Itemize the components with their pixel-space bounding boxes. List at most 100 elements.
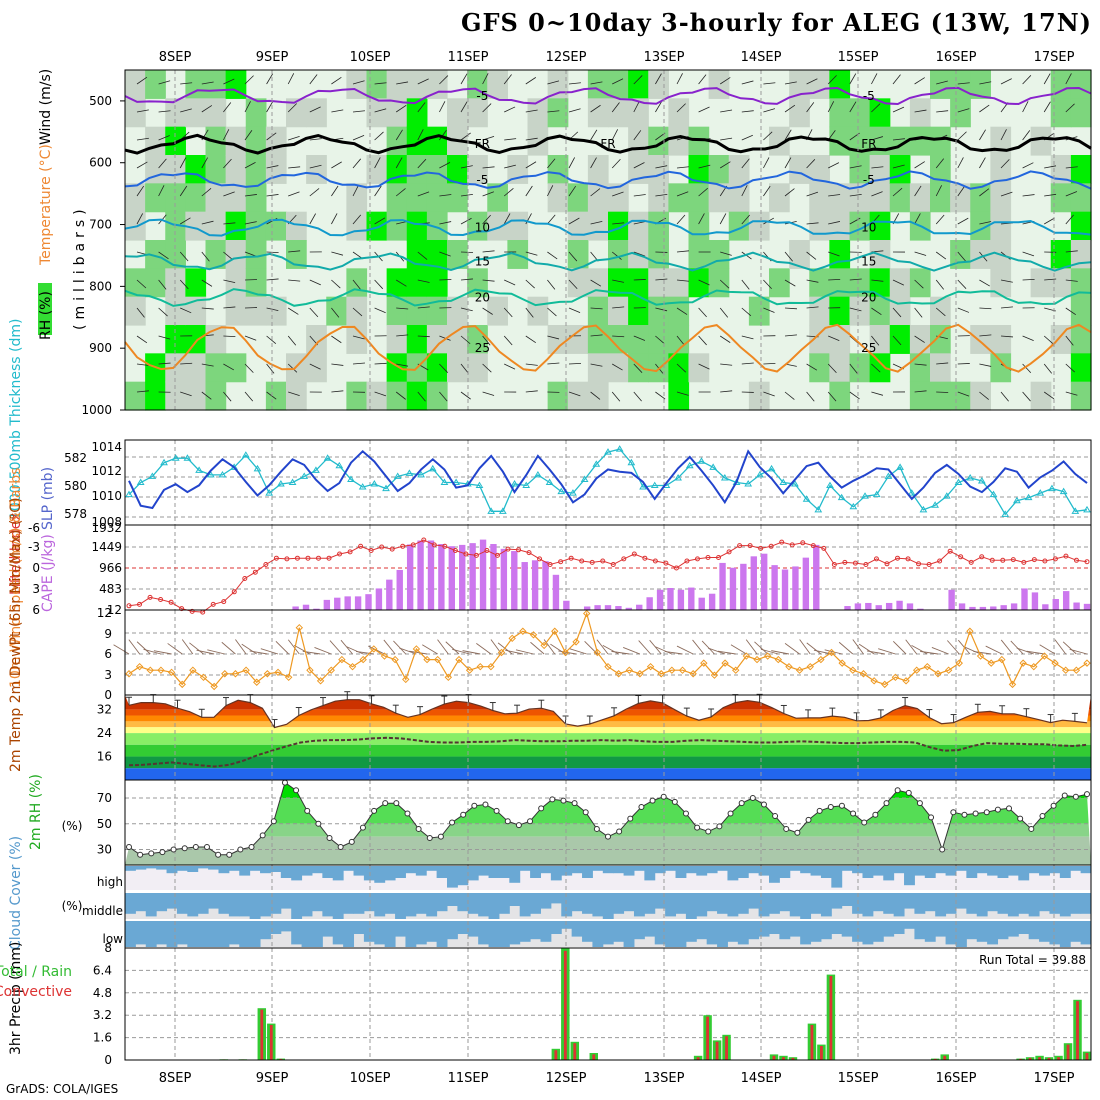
li-point (568, 555, 574, 561)
wind-barb (763, 391, 775, 397)
wind-barb (244, 75, 254, 85)
cloud-high-cell (613, 866, 625, 874)
wind-barb-10m (623, 647, 641, 655)
cloud-low-cell (436, 921, 448, 947)
rh-cell (386, 268, 408, 298)
cloud-low-cell (550, 921, 562, 934)
cloud-low-cell (810, 921, 822, 942)
wind-barb (827, 101, 835, 113)
rh-cell (1050, 155, 1072, 184)
rh-cell (909, 98, 931, 128)
wind-barb (633, 221, 646, 225)
rh-cell (809, 70, 830, 99)
cloud-high-cell (841, 866, 853, 871)
cloud-middle-cell (208, 893, 219, 909)
wind-barb (741, 279, 750, 290)
wind-barb (136, 109, 149, 113)
wind-barb-10m (422, 644, 438, 655)
wind-barb (568, 108, 581, 113)
rh-cell (809, 296, 830, 326)
wind-barb (417, 129, 424, 141)
wind-barb (482, 335, 491, 346)
wind-barb (590, 157, 597, 169)
wind-barb (763, 131, 773, 141)
wind-speed-point (455, 655, 463, 664)
rh-band-1 (125, 798, 1091, 824)
rh-cell (869, 155, 891, 184)
cloud-low-cell (353, 921, 365, 934)
wind-barb-10m (235, 639, 247, 655)
cloud-low-cell (343, 921, 355, 947)
wind-barb (223, 306, 236, 309)
li-tick--6: -6 (28, 521, 40, 535)
wind-barb (957, 279, 967, 289)
wind-barb-10m (437, 639, 449, 655)
wind-barb (417, 102, 426, 113)
rh-cell (406, 70, 428, 99)
cloud-high-cell (561, 866, 573, 876)
cloud-high-cell (997, 866, 1009, 878)
cloud-low-cell (467, 921, 479, 937)
rh-cell (587, 296, 609, 326)
cloud-low-cell (156, 921, 168, 945)
thickness-point (148, 472, 157, 479)
cape-bar (323, 599, 331, 610)
cloud-low-cell (571, 921, 583, 937)
wind-barb (482, 73, 489, 85)
wind-barb (1022, 130, 1031, 141)
rh-cell (145, 70, 166, 99)
rh-cell (225, 240, 247, 269)
cloud-high-cell (935, 866, 947, 874)
rh-point (348, 838, 355, 845)
rh-point (203, 843, 210, 850)
wind-barb (287, 73, 295, 85)
cloud-unit: (%) (62, 899, 83, 913)
rh-cell (1050, 240, 1072, 269)
wind-speed-point (444, 673, 453, 681)
li-point (358, 543, 364, 549)
cloud-high-cell (737, 866, 749, 878)
wind-barb (611, 391, 621, 402)
wind-barb-10m (655, 646, 673, 655)
wind-barb (914, 251, 927, 256)
rh-cell (487, 211, 508, 241)
wind-barb (612, 335, 625, 338)
isotherm-20 (124, 288, 1092, 307)
wind-barb (1022, 75, 1032, 85)
cloud-low-cell (1018, 921, 1030, 934)
isotherm-label-20: 20 (475, 290, 490, 304)
wind-barb (979, 307, 992, 310)
wind-barb (871, 335, 880, 346)
wind-barb-10m (676, 645, 694, 655)
wind-barb (957, 391, 970, 397)
wind-barb (460, 217, 472, 225)
rh-point (894, 787, 901, 794)
rh-cell (426, 183, 448, 213)
wind-speed-point (966, 627, 974, 635)
rh-cell (225, 211, 247, 241)
wind-barb (482, 136, 495, 141)
cloud-middle-cell (166, 893, 178, 909)
temp-band-7 (125, 756, 1091, 769)
cloud-middle-cell (498, 893, 510, 914)
rh-point (616, 828, 623, 835)
wind-barb (979, 334, 992, 337)
wind-barb (136, 137, 149, 141)
rh-cell (990, 183, 1012, 213)
rh-band-3 (125, 836, 1091, 865)
cape-bar (1021, 588, 1028, 610)
rh-unit: (%) (62, 819, 83, 833)
wind-barb (957, 307, 970, 313)
rh-cell (245, 296, 267, 326)
rh-cell (205, 240, 227, 269)
wind-barb (806, 191, 819, 197)
isotherm-label-15: 15 (861, 255, 876, 269)
thickness-point (615, 445, 624, 452)
rh-cell (587, 183, 609, 213)
wind-barb (223, 158, 232, 169)
rh-point (170, 846, 177, 853)
rh-cell (930, 183, 951, 213)
wind-barb-10m (931, 646, 949, 655)
cape-bar (781, 569, 789, 610)
